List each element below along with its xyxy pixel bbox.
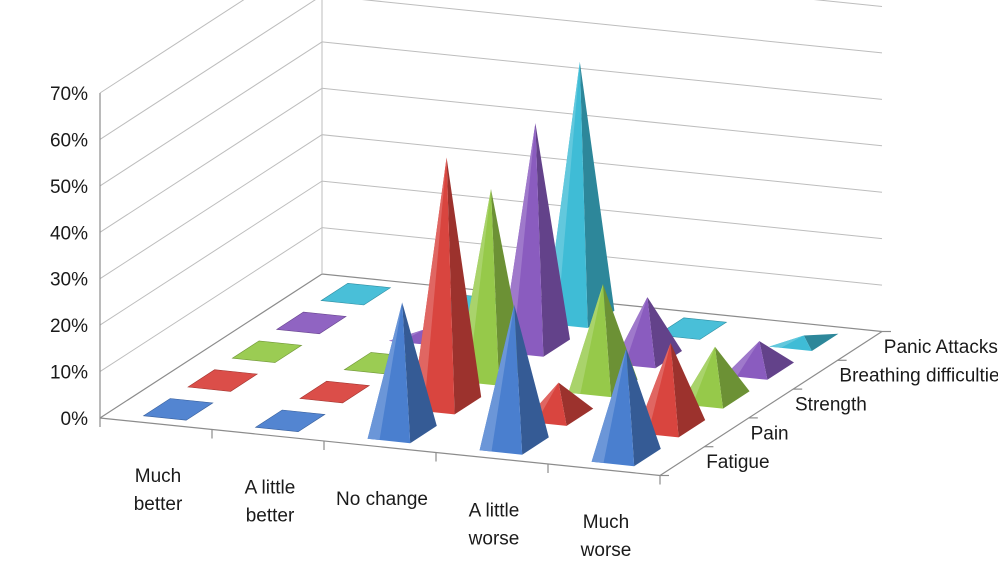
gridline — [99, 0, 883, 94]
x-tick-label: Much worse — [580, 512, 632, 561]
y-tick-label: 40% — [50, 223, 88, 244]
y-tick-label: 10% — [50, 363, 88, 384]
series-label: Breathing difficulties — [839, 366, 998, 387]
y-tick-label: 70% — [50, 84, 88, 105]
pyramid-marks — [142, 61, 839, 467]
series-label: Panic Attacks — [884, 337, 998, 358]
pyramid-pain-3 — [412, 157, 482, 415]
pyramid-strength-4 — [568, 284, 638, 398]
gridline — [99, 0, 883, 140]
pyramid-fatigue-5 — [591, 348, 661, 467]
y-axis-ticks: 0% 10% 20% 30% 40% 50% 60% 70% — [50, 84, 88, 430]
pyramid-fatigue-3 — [367, 302, 437, 444]
series-label: Fatigue — [706, 452, 769, 473]
pyramid-strength-1 — [231, 340, 303, 363]
pyramid-pain-1 — [187, 369, 259, 392]
pyramid-fatigue-2 — [254, 409, 326, 433]
pyramid-panic-attacks-4 — [656, 317, 728, 340]
gridlines — [99, 0, 883, 419]
x-tick-label: A little worse — [468, 500, 520, 549]
x-tick-label: Much better — [134, 466, 183, 515]
y-tick-label: 30% — [50, 270, 88, 291]
pyramid-pain-2 — [299, 380, 371, 404]
pyramid-panic-attacks-5 — [769, 333, 839, 351]
pyramid-breathing-difficulties-1 — [275, 311, 347, 335]
x-axis-ticks: Much better A little better No change A littl… — [134, 466, 632, 561]
pyramid-fatigue-1 — [142, 398, 214, 421]
pyramid-fatigue-4 — [479, 304, 549, 455]
x-axis-line — [99, 417, 661, 477]
series-axis-line — [659, 330, 883, 477]
y-tick-label: 20% — [50, 316, 88, 337]
pyramid-breathing-difficulties-5 — [724, 341, 794, 380]
pyramid-panic-attacks-1 — [320, 282, 392, 306]
y-tick-label: 60% — [50, 130, 88, 151]
chart-floor — [99, 330, 891, 485]
series-label: Pain — [751, 423, 789, 444]
y-tick-label: 0% — [61, 409, 89, 430]
y-tick-label: 50% — [50, 177, 88, 198]
x-tick-label: No change — [336, 489, 428, 510]
series-axis-labels: Fatigue Pain Strength Breathing difficultie… — [706, 337, 998, 473]
series-label: Strength — [795, 395, 867, 416]
x-tick-label: A little better — [245, 477, 296, 526]
